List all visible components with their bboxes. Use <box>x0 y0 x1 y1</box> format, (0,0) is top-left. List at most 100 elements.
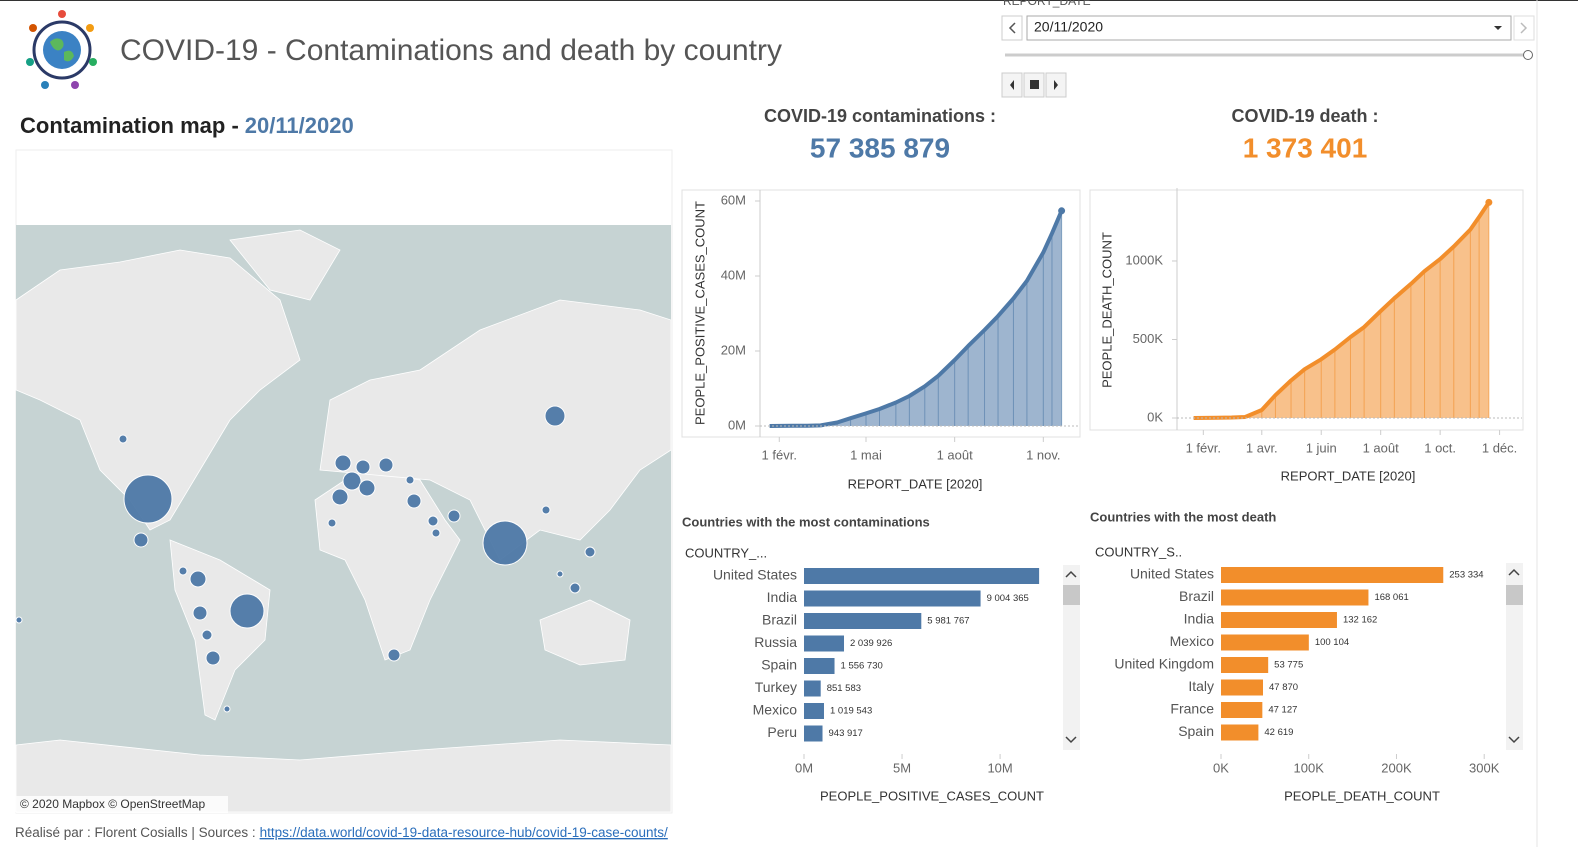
bar <box>1221 657 1269 673</box>
date-filter: REPORT_DATE 20/11/2020 <box>1001 0 1535 98</box>
bar <box>1221 567 1444 583</box>
y-tick-label: 500K <box>1133 331 1164 346</box>
x-axis-title: REPORT_DATE [2020] <box>848 476 983 491</box>
bar <box>804 635 845 652</box>
value-label: 100 104 <box>1315 637 1349 648</box>
x-tick-label: 1 nov. <box>1026 447 1060 462</box>
scrollbar[interactable] <box>1506 563 1523 750</box>
page-title: COVID-19 - Contaminations and death by c… <box>120 34 782 67</box>
bar <box>804 703 824 719</box>
x-tick-label: 1 févr. <box>1186 440 1221 455</box>
category-label: Russia <box>754 634 797 650</box>
prev-button[interactable] <box>1001 15 1023 41</box>
value-label: 47 127 <box>1268 705 1297 716</box>
y-tick-label: 1000K <box>1125 252 1163 267</box>
y-axis-header: COUNTRY_... <box>685 545 767 560</box>
x-tick-label: 1 août <box>937 447 974 462</box>
value-label: 5 981 767 <box>927 616 969 627</box>
chart-title: Countries with the most death <box>1090 509 1276 524</box>
category-label: Brazil <box>1179 588 1214 604</box>
scrollbar[interactable] <box>1063 565 1080 750</box>
value-label: 1 019 543 <box>830 706 872 717</box>
kpi-label: COVID-19 contaminations : <box>764 106 996 126</box>
y-tick-label: 0M <box>728 417 746 432</box>
y-tick-label: 20M <box>721 342 746 357</box>
end-point <box>1485 198 1493 206</box>
footer-text: Réalisé par : Florent Cosialls | Sources… <box>15 825 256 840</box>
bar <box>804 568 1040 584</box>
slider-handle[interactable] <box>1523 50 1533 60</box>
bar <box>1221 634 1309 651</box>
bar <box>804 680 821 697</box>
bar <box>1221 702 1263 718</box>
y-axis-title: PEOPLE_DEATH_COUNT <box>1099 232 1114 388</box>
bar <box>1221 679 1263 696</box>
x-tick-label: 100K <box>1294 760 1325 775</box>
map-title: Contamination map -20/11/2020 <box>20 113 354 138</box>
category-label: United Kingdom <box>1114 656 1214 672</box>
category-label: United States <box>1130 566 1214 582</box>
x-tick-label: 200K <box>1381 760 1412 775</box>
logo <box>26 10 97 89</box>
x-tick-label: 1 août <box>1363 440 1400 455</box>
category-label: Spain <box>761 657 797 673</box>
filter-label: REPORT_DATE <box>1003 0 1091 8</box>
x-tick-label: 1 avr. <box>1246 440 1278 455</box>
source-link[interactable]: https://data.world/covid-19-data-resourc… <box>260 825 668 840</box>
filter-date: 20/11/2020 <box>1034 19 1103 35</box>
value-label: 2 039 926 <box>850 638 892 649</box>
category-label: India <box>767 589 798 605</box>
chart-frame <box>1089 189 1524 431</box>
end-point <box>1058 207 1066 215</box>
category-label: Mexico <box>753 702 798 718</box>
value-label: 132 162 <box>1343 615 1377 626</box>
bar <box>804 613 922 629</box>
chart-title: Countries with the most contaminations <box>682 514 930 529</box>
map-date: 20/11/2020 <box>245 113 354 138</box>
x-tick-label: 5M <box>893 760 911 775</box>
y-axis-header: COUNTRY_S.. <box>1095 544 1182 559</box>
bar <box>804 658 835 674</box>
value-label: 42 619 <box>1264 727 1293 738</box>
category-label: United States <box>713 567 797 583</box>
x-axis-title: REPORT_DATE [2020] <box>1281 468 1416 483</box>
date-dropdown[interactable] <box>1026 15 1512 41</box>
category-label: Brazil <box>762 612 797 628</box>
x-axis-title: PEOPLE_DEATH_COUNT <box>1284 788 1440 803</box>
category-label: Mexico <box>1170 633 1215 649</box>
x-tick-label: 1 oct. <box>1424 440 1456 455</box>
x-tick-label: 1 févr. <box>762 447 797 462</box>
y-tick-label: 60M <box>721 192 746 207</box>
x-tick-label: 1 déc. <box>1482 440 1517 455</box>
x-tick-label: 300K <box>1469 760 1500 775</box>
bar <box>1221 589 1369 606</box>
category-label: Italy <box>1188 678 1214 694</box>
value-label: 47 870 <box>1269 682 1298 693</box>
value-label: 9 004 365 <box>987 593 1029 604</box>
next-button[interactable] <box>1513 15 1535 41</box>
x-tick-label: 0M <box>795 760 813 775</box>
x-tick-label: 1 juin <box>1306 440 1337 455</box>
bar <box>804 725 823 742</box>
line <box>769 210 1064 428</box>
chart-frame <box>681 189 1081 438</box>
x-tick-label: 10M <box>987 760 1012 775</box>
value-label: 943 917 <box>829 728 863 739</box>
bar <box>1221 724 1259 741</box>
map-title-text: Contamination map - <box>20 113 239 138</box>
bar <box>804 590 981 607</box>
kpi-value: 1 373 401 <box>1243 132 1368 163</box>
value-label: 851 583 <box>827 683 861 694</box>
kpi-label: COVID-19 death : <box>1231 106 1378 126</box>
y-axis-title: PEOPLE_POSITIVE_CASES_COUNT <box>692 201 707 425</box>
category-label: Turkey <box>755 679 797 695</box>
map-credits: © 2020 Mapbox © OpenStreetMap <box>20 797 205 811</box>
category-label: France <box>1170 701 1214 717</box>
category-label: Spain <box>1178 723 1214 739</box>
value-label: 1 556 730 <box>841 661 883 672</box>
x-axis-title: PEOPLE_POSITIVE_CASES_COUNT <box>820 788 1044 803</box>
category-label: Peru <box>767 724 797 740</box>
x-tick-label: 0K <box>1213 760 1229 775</box>
value-label: 253 334 <box>1449 570 1483 581</box>
